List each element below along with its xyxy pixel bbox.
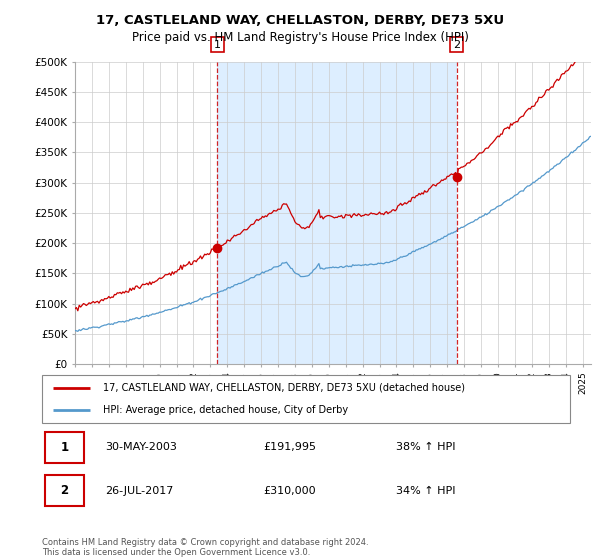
Text: 17, CASTLELAND WAY, CHELLASTON, DERBY, DE73 5XU (detached house): 17, CASTLELAND WAY, CHELLASTON, DERBY, D… [103,382,465,393]
Text: 1: 1 [214,40,221,49]
Text: 26-JUL-2017: 26-JUL-2017 [106,486,174,496]
Text: £310,000: £310,000 [264,486,316,496]
FancyBboxPatch shape [42,375,570,423]
Text: 34% ↑ HPI: 34% ↑ HPI [396,486,455,496]
Text: Price paid vs. HM Land Registry's House Price Index (HPI): Price paid vs. HM Land Registry's House … [131,31,469,44]
FancyBboxPatch shape [44,475,84,506]
Text: 38% ↑ HPI: 38% ↑ HPI [396,442,455,452]
Text: 1: 1 [61,441,68,454]
Text: 30-MAY-2003: 30-MAY-2003 [106,442,177,452]
Text: Contains HM Land Registry data © Crown copyright and database right 2024.
This d: Contains HM Land Registry data © Crown c… [42,538,368,557]
Text: 2: 2 [453,40,460,49]
Bar [217,62,457,364]
Text: 17, CASTLELAND WAY, CHELLASTON, DERBY, DE73 5XU: 17, CASTLELAND WAY, CHELLASTON, DERBY, D… [96,14,504,27]
FancyBboxPatch shape [44,432,84,463]
Text: HPI: Average price, detached house, City of Derby: HPI: Average price, detached house, City… [103,405,348,416]
Text: 2: 2 [61,484,68,497]
Text: £191,995: £191,995 [264,442,317,452]
